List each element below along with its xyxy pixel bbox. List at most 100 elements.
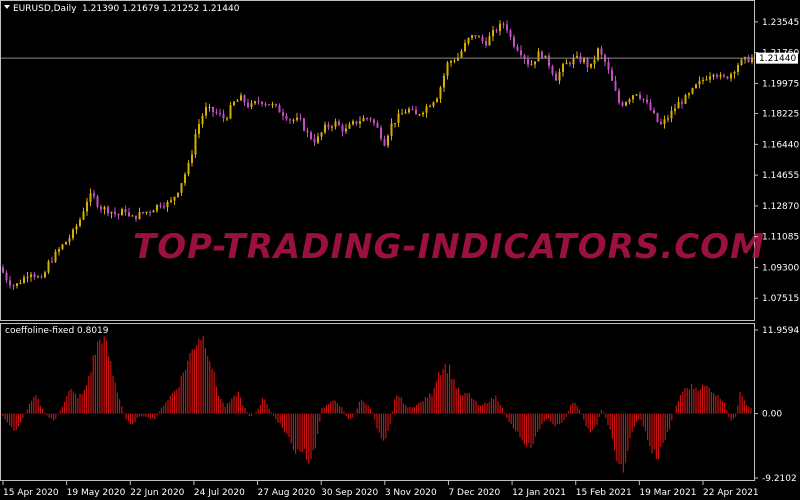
bear-candle-body: [513, 36, 515, 47]
bull-candle-body: [250, 103, 253, 108]
bear-candle-body: [247, 102, 249, 108]
price-tick-label: 1.16440: [762, 140, 799, 150]
price-tick-label: 1.12870: [762, 202, 799, 212]
bull-candle-body: [170, 200, 172, 202]
bear-candle-body: [621, 102, 624, 106]
time-tick-label: 15 Feb 2021: [576, 488, 632, 498]
bull-candle-body: [593, 59, 596, 64]
bear-candle-body: [656, 112, 659, 122]
bull-candle-body: [733, 71, 736, 74]
bull-candle-body: [184, 174, 186, 184]
price-tick-label: 1.19975: [762, 79, 799, 89]
bull-candle-body: [478, 36, 480, 38]
bear-candle-body: [212, 107, 214, 113]
bull-candle-body: [688, 93, 690, 96]
bull-candle-body: [348, 124, 351, 129]
bear-candle-body: [373, 119, 375, 124]
bear-candle-body: [107, 207, 109, 214]
bear-candle-body: [523, 55, 526, 59]
bear-candle-body: [93, 193, 95, 197]
indicator-axis: 11.9594 0.00 -9.2102: [754, 326, 799, 484]
bear-candle-body: [264, 103, 267, 105]
bear-candle-body: [289, 119, 291, 121]
bear-candle-body: [555, 73, 557, 81]
bear-candle-body: [474, 35, 477, 37]
bull-candle-body: [684, 95, 687, 104]
bull-candle-body: [471, 35, 473, 38]
bull-candle-body: [572, 57, 575, 65]
main-pane-frame: [0, 0, 755, 321]
bear-candle-body: [380, 127, 382, 139]
bull-candle-body: [240, 95, 242, 101]
bear-candle-body: [516, 46, 519, 51]
bull-candle-body: [439, 87, 442, 99]
indicator-tick-label: -9.2102: [762, 474, 797, 484]
price-tick-label: 1.11085: [762, 233, 799, 243]
bull-candle-body: [226, 118, 228, 120]
bull-candle-body: [254, 101, 256, 104]
bull-candle-body: [460, 51, 463, 58]
bear-candle-body: [618, 90, 620, 103]
bull-candle-body: [677, 101, 680, 109]
bear-candle-body: [551, 66, 554, 74]
bear-candle-body: [541, 51, 543, 58]
bull-candle-body: [558, 72, 561, 81]
bull-candle-body: [457, 57, 459, 61]
bull-candle-body: [418, 114, 421, 116]
bull-candle-body: [443, 75, 445, 88]
bull-candle-body: [198, 124, 200, 134]
bull-candle-body: [72, 229, 74, 239]
bear-candle-body: [135, 215, 137, 219]
bull-candle-body: [387, 135, 389, 146]
bull-candle-body: [751, 57, 753, 63]
bull-candle-body: [401, 113, 403, 115]
bull-candle-body: [663, 119, 666, 125]
bull-candle-body: [562, 64, 564, 73]
time-axis: 15 Apr 2020 19 May 2020 22 Jun 2020 24 Jul …: [2, 481, 759, 498]
bull-candle-body: [194, 133, 197, 155]
bear-candle-body: [502, 23, 505, 25]
bear-candle-body: [569, 62, 571, 65]
time-tick-label: 30 Sep 2020: [321, 488, 378, 498]
bull-candle-body: [628, 99, 631, 102]
bear-candle-body: [411, 108, 414, 110]
bear-candle-body: [313, 138, 316, 143]
bull-candle-body: [292, 119, 295, 121]
chart-header: EURUSD,Daily 1.21390 1.21679 1.21252 1.2…: [4, 4, 240, 14]
dropdown-triangle-icon[interactable]: [4, 5, 10, 9]
bull-candle-body: [205, 107, 207, 116]
bear-candle-body: [306, 130, 309, 133]
bull-candle-body: [537, 51, 540, 62]
bull-candle-body: [674, 108, 676, 111]
bear-candle-body: [310, 132, 312, 139]
bull-candle-body: [425, 106, 428, 113]
bull-candle-body: [698, 80, 701, 85]
time-tick-label: 24 Jul 2020: [194, 488, 245, 498]
bear-candle-body: [142, 211, 144, 213]
bull-candle-body: [26, 276, 29, 278]
bull-candle-body: [565, 62, 568, 65]
bear-candle-body: [100, 206, 102, 210]
bull-candle-body: [61, 244, 64, 250]
bear-candle-body: [33, 274, 36, 277]
bear-candle-body: [383, 138, 386, 146]
bear-candle-body: [481, 36, 484, 42]
bear-candle-body: [527, 58, 529, 65]
bear-candle-body: [415, 109, 417, 115]
bull-candle-body: [429, 106, 431, 108]
bull-candle-body: [467, 37, 470, 44]
bull-candle-body: [324, 124, 326, 133]
time-tick-label: 19 Mar 2021: [639, 488, 696, 498]
bull-candle-body: [23, 277, 25, 283]
indicator-tick-label: 0.00: [762, 410, 782, 420]
bear-candle-body: [268, 104, 270, 106]
bull-candle-body: [180, 183, 183, 193]
bull-candle-body: [530, 64, 533, 66]
bull-candle-body: [177, 192, 179, 197]
bear-candle-body: [639, 94, 641, 99]
bull-candle-body: [450, 60, 452, 63]
bull-candle-body: [345, 128, 347, 132]
bull-candle-body: [422, 112, 424, 115]
bull-candle-body: [691, 88, 694, 94]
bear-candle-body: [376, 123, 379, 128]
